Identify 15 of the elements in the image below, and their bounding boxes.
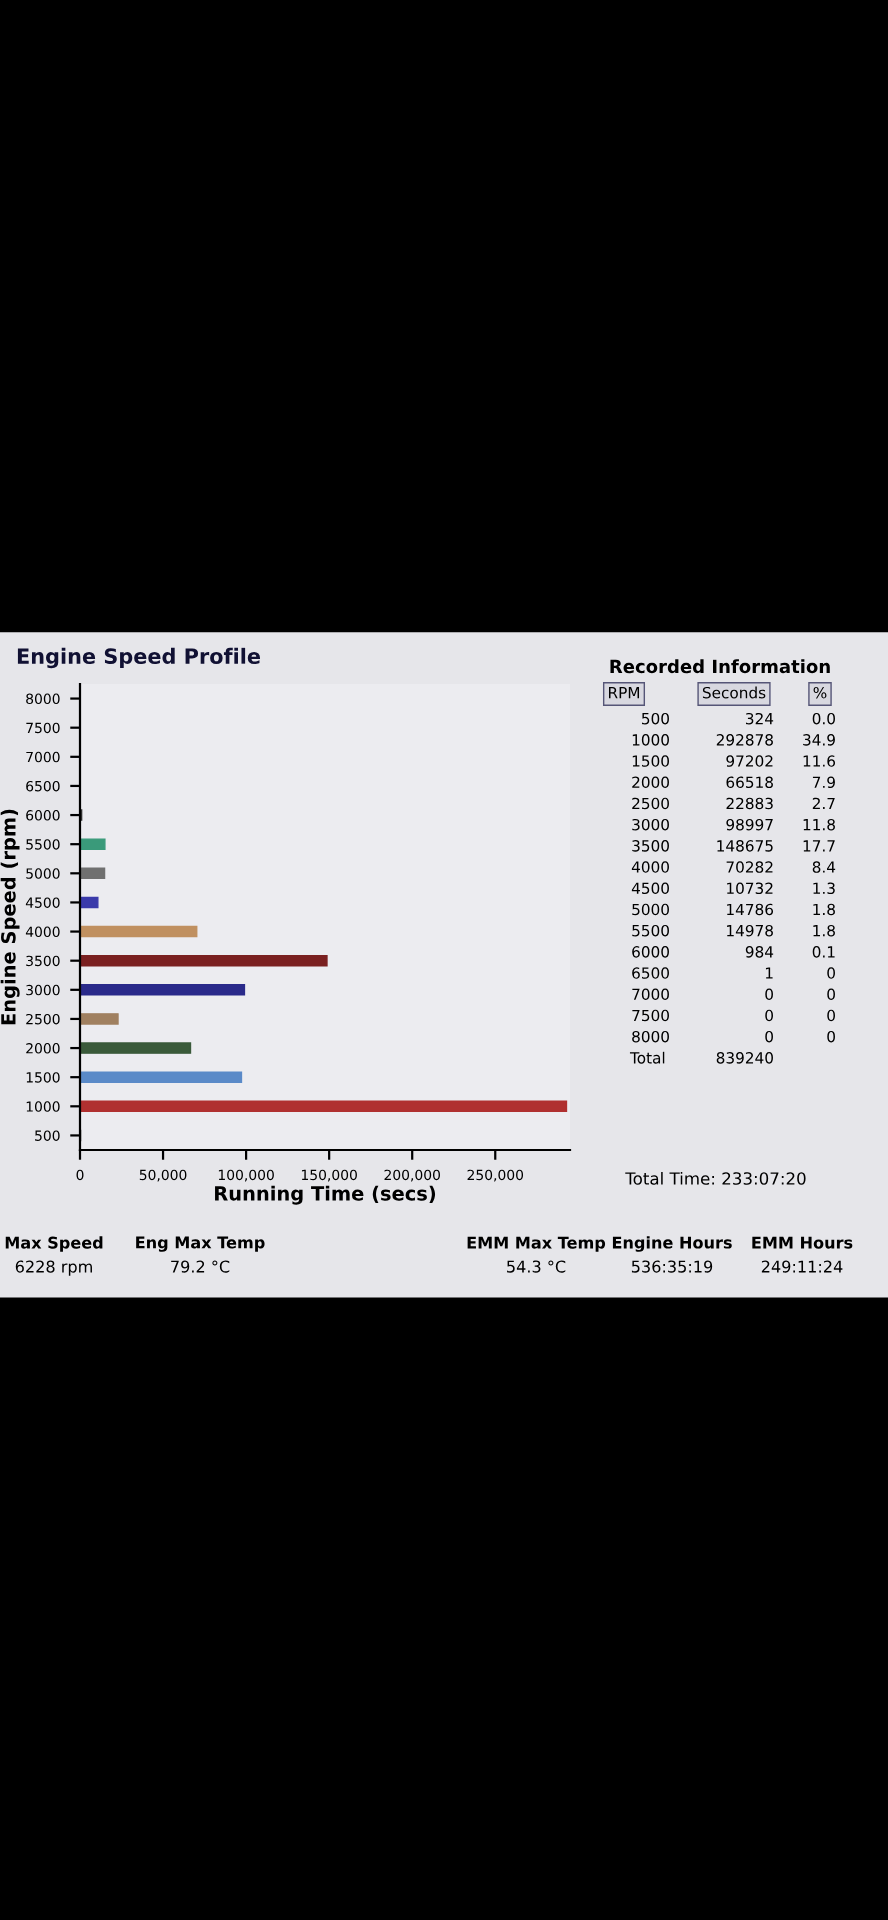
y-axis-title: Engine Speed (rpm) bbox=[0, 809, 20, 1025]
text: 79.2 °C bbox=[171, 1260, 230, 1273]
text: 6228 rpm bbox=[15, 1260, 92, 1276]
text: Max Speed bbox=[5, 1236, 103, 1252]
x-axis-title: Running Time (secs) bbox=[215, 1185, 436, 1205]
text: Eng Max Temp bbox=[136, 1236, 265, 1252]
text: 249:11:24 bbox=[761, 1260, 843, 1273]
text: EMM Hours bbox=[752, 1236, 853, 1249]
text: Engine Hours bbox=[612, 1236, 732, 1252]
text: 54.3 °C bbox=[507, 1260, 566, 1273]
chart-title: Engine Speed Profile bbox=[17, 647, 260, 669]
text: 536:35:19 bbox=[631, 1260, 713, 1273]
text: Total Time: 233:07:20 bbox=[625, 1171, 806, 1185]
text: Recorded Information bbox=[610, 659, 830, 674]
text: EMM Max Temp bbox=[467, 1236, 606, 1252]
